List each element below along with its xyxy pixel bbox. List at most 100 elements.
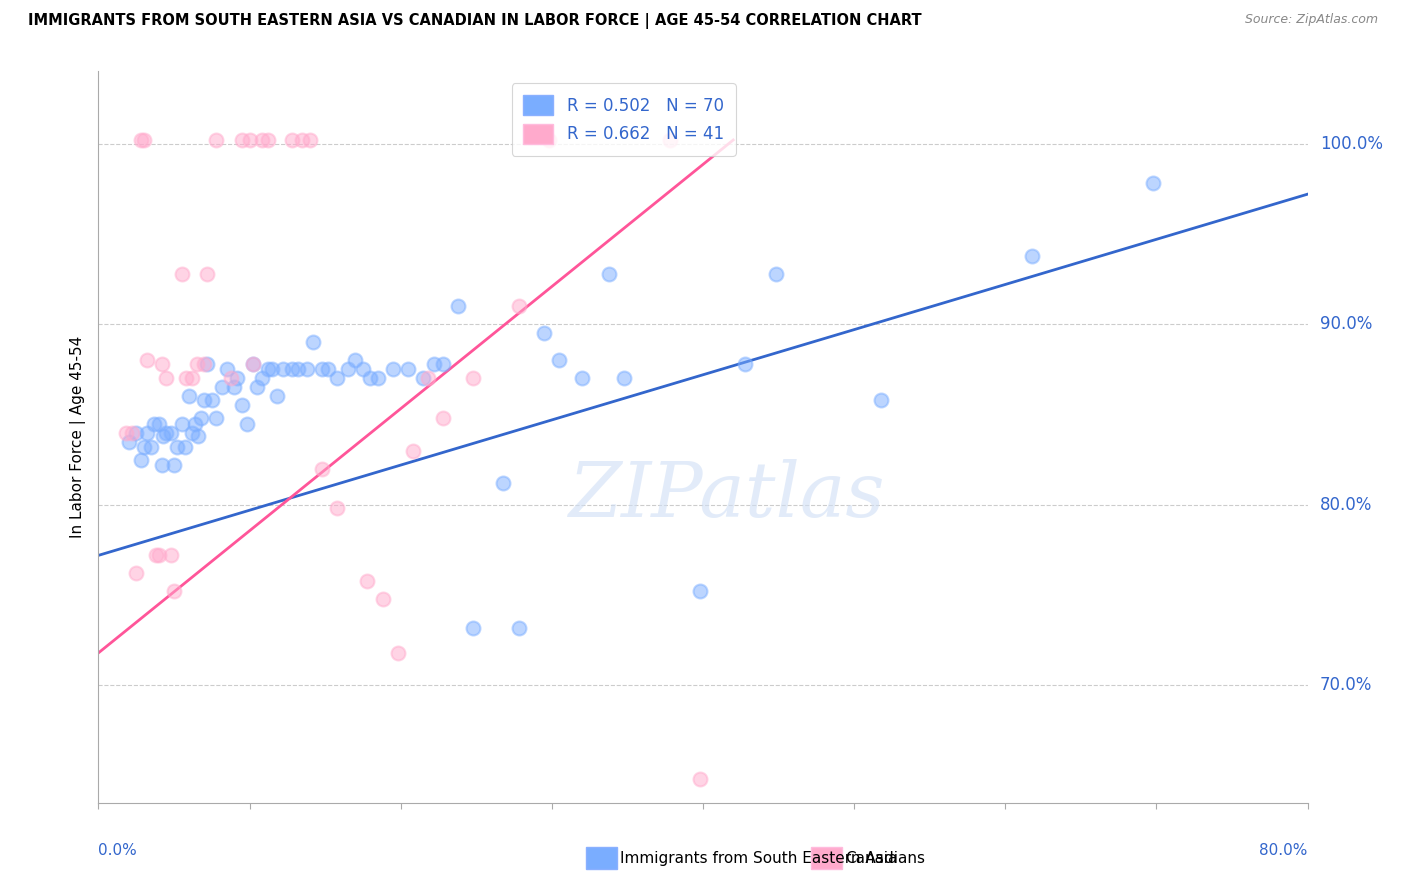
Point: [186, 357, 208, 371]
Point: [239, 133, 262, 147]
Point: [190, 411, 212, 425]
Point: [155, 371, 177, 385]
Point: [658, 133, 681, 147]
Point: [432, 411, 454, 425]
Point: [295, 362, 318, 376]
Point: [734, 357, 756, 371]
Point: [187, 429, 209, 443]
Point: [463, 371, 485, 385]
Text: Immigrants from South Eastern Asia: Immigrants from South Eastern Asia: [620, 851, 897, 865]
Point: [250, 133, 273, 147]
Point: [316, 362, 339, 376]
Point: [184, 417, 207, 431]
Point: [150, 458, 173, 472]
Point: [231, 399, 253, 413]
Point: [211, 380, 233, 394]
Point: [371, 591, 394, 606]
Point: [135, 353, 157, 368]
Point: [163, 458, 186, 472]
Text: Source: ZipAtlas.com: Source: ZipAtlas.com: [1244, 13, 1378, 27]
Point: [396, 362, 419, 376]
Point: [336, 362, 359, 376]
Point: [423, 357, 446, 371]
Point: [205, 411, 228, 425]
Point: [173, 440, 195, 454]
Point: [118, 434, 141, 449]
Point: [235, 417, 257, 431]
Point: [224, 380, 246, 394]
Point: [689, 584, 711, 599]
Point: [129, 452, 152, 467]
Point: [148, 549, 170, 563]
Point: [271, 362, 294, 376]
Point: [492, 476, 515, 491]
Point: [250, 371, 273, 385]
Point: [145, 549, 167, 563]
Point: [537, 133, 560, 147]
Point: [160, 549, 183, 563]
Point: [360, 371, 382, 385]
Point: [870, 392, 893, 407]
Point: [311, 461, 333, 475]
Point: [195, 267, 218, 281]
Point: [344, 353, 367, 368]
Point: [508, 621, 530, 635]
Text: IMMIGRANTS FROM SOUTH EASTERN ASIA VS CANADIAN IN LABOR FORCE | AGE 45-54 CORREL: IMMIGRANTS FROM SOUTH EASTERN ASIA VS CA…: [28, 13, 922, 29]
Point: [356, 574, 378, 588]
Point: [533, 326, 555, 341]
Point: [152, 429, 174, 443]
Point: [181, 425, 204, 440]
Point: [765, 267, 787, 281]
Point: [125, 425, 148, 440]
Point: [311, 362, 333, 376]
Point: [416, 371, 439, 385]
Point: [256, 133, 278, 147]
Point: [170, 267, 193, 281]
Point: [598, 267, 620, 281]
Point: [1021, 249, 1043, 263]
Point: [132, 440, 155, 454]
Text: Canadians: Canadians: [845, 851, 925, 865]
Text: 80.0%: 80.0%: [1260, 843, 1308, 858]
Text: 90.0%: 90.0%: [1320, 315, 1372, 334]
Text: 100.0%: 100.0%: [1320, 135, 1382, 153]
Point: [201, 392, 224, 407]
Point: [170, 417, 193, 431]
Point: [166, 440, 188, 454]
Point: [266, 389, 288, 403]
Point: [689, 772, 711, 787]
Point: [242, 357, 264, 371]
Point: [262, 362, 284, 376]
Text: ZIPatlas: ZIPatlas: [569, 458, 886, 533]
Point: [281, 362, 304, 376]
Point: [143, 417, 166, 431]
Point: [508, 299, 530, 313]
Point: [287, 362, 309, 376]
Text: 70.0%: 70.0%: [1320, 676, 1372, 694]
Point: [135, 425, 157, 440]
Point: [114, 425, 136, 440]
Point: [150, 357, 173, 371]
Point: [132, 133, 155, 147]
Point: [193, 357, 215, 371]
Point: [231, 133, 253, 147]
Point: [205, 133, 228, 147]
Point: [281, 133, 304, 147]
Point: [432, 357, 454, 371]
Point: [387, 646, 409, 660]
Point: [326, 371, 349, 385]
Point: [367, 371, 389, 385]
Point: [246, 380, 269, 394]
Point: [155, 425, 177, 440]
Point: [193, 392, 215, 407]
Point: [447, 299, 470, 313]
Legend: R = 0.502   N = 70, R = 0.662   N = 41: R = 0.502 N = 70, R = 0.662 N = 41: [512, 83, 735, 156]
Point: [548, 353, 571, 368]
Point: [226, 371, 249, 385]
Point: [1142, 177, 1164, 191]
Point: [302, 335, 325, 350]
Point: [125, 566, 148, 581]
Point: [177, 389, 201, 403]
Point: [242, 357, 264, 371]
Point: [299, 133, 322, 147]
